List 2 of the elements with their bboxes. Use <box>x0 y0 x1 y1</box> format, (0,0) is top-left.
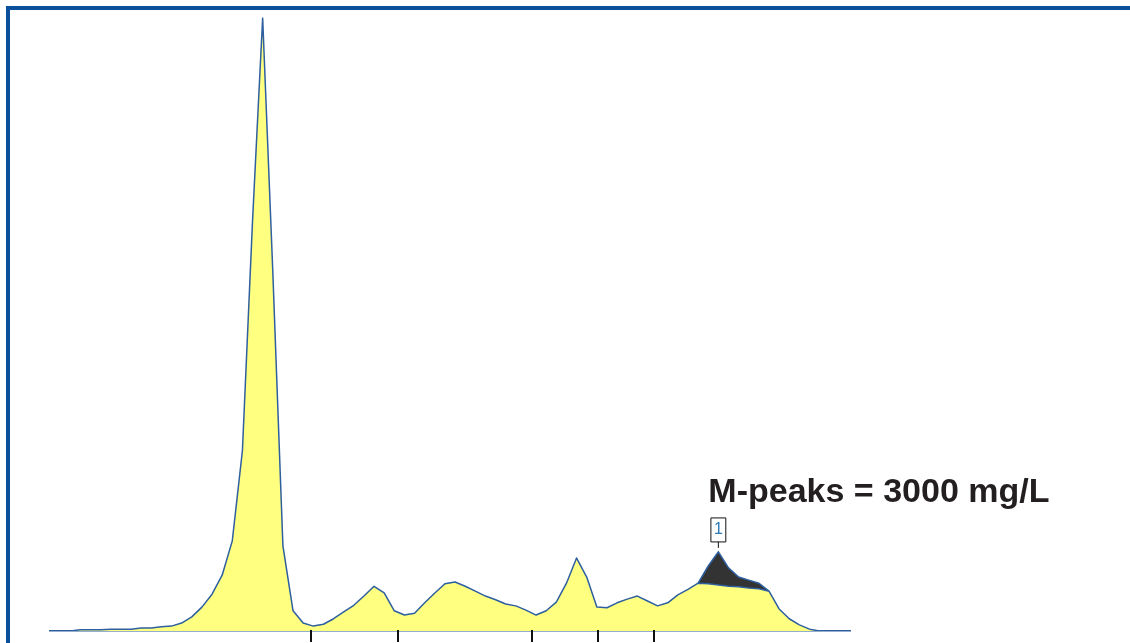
annotation: 1 <box>713 520 723 538</box>
annotation: M-peaks = 3000 mg/L <box>708 470 1050 509</box>
